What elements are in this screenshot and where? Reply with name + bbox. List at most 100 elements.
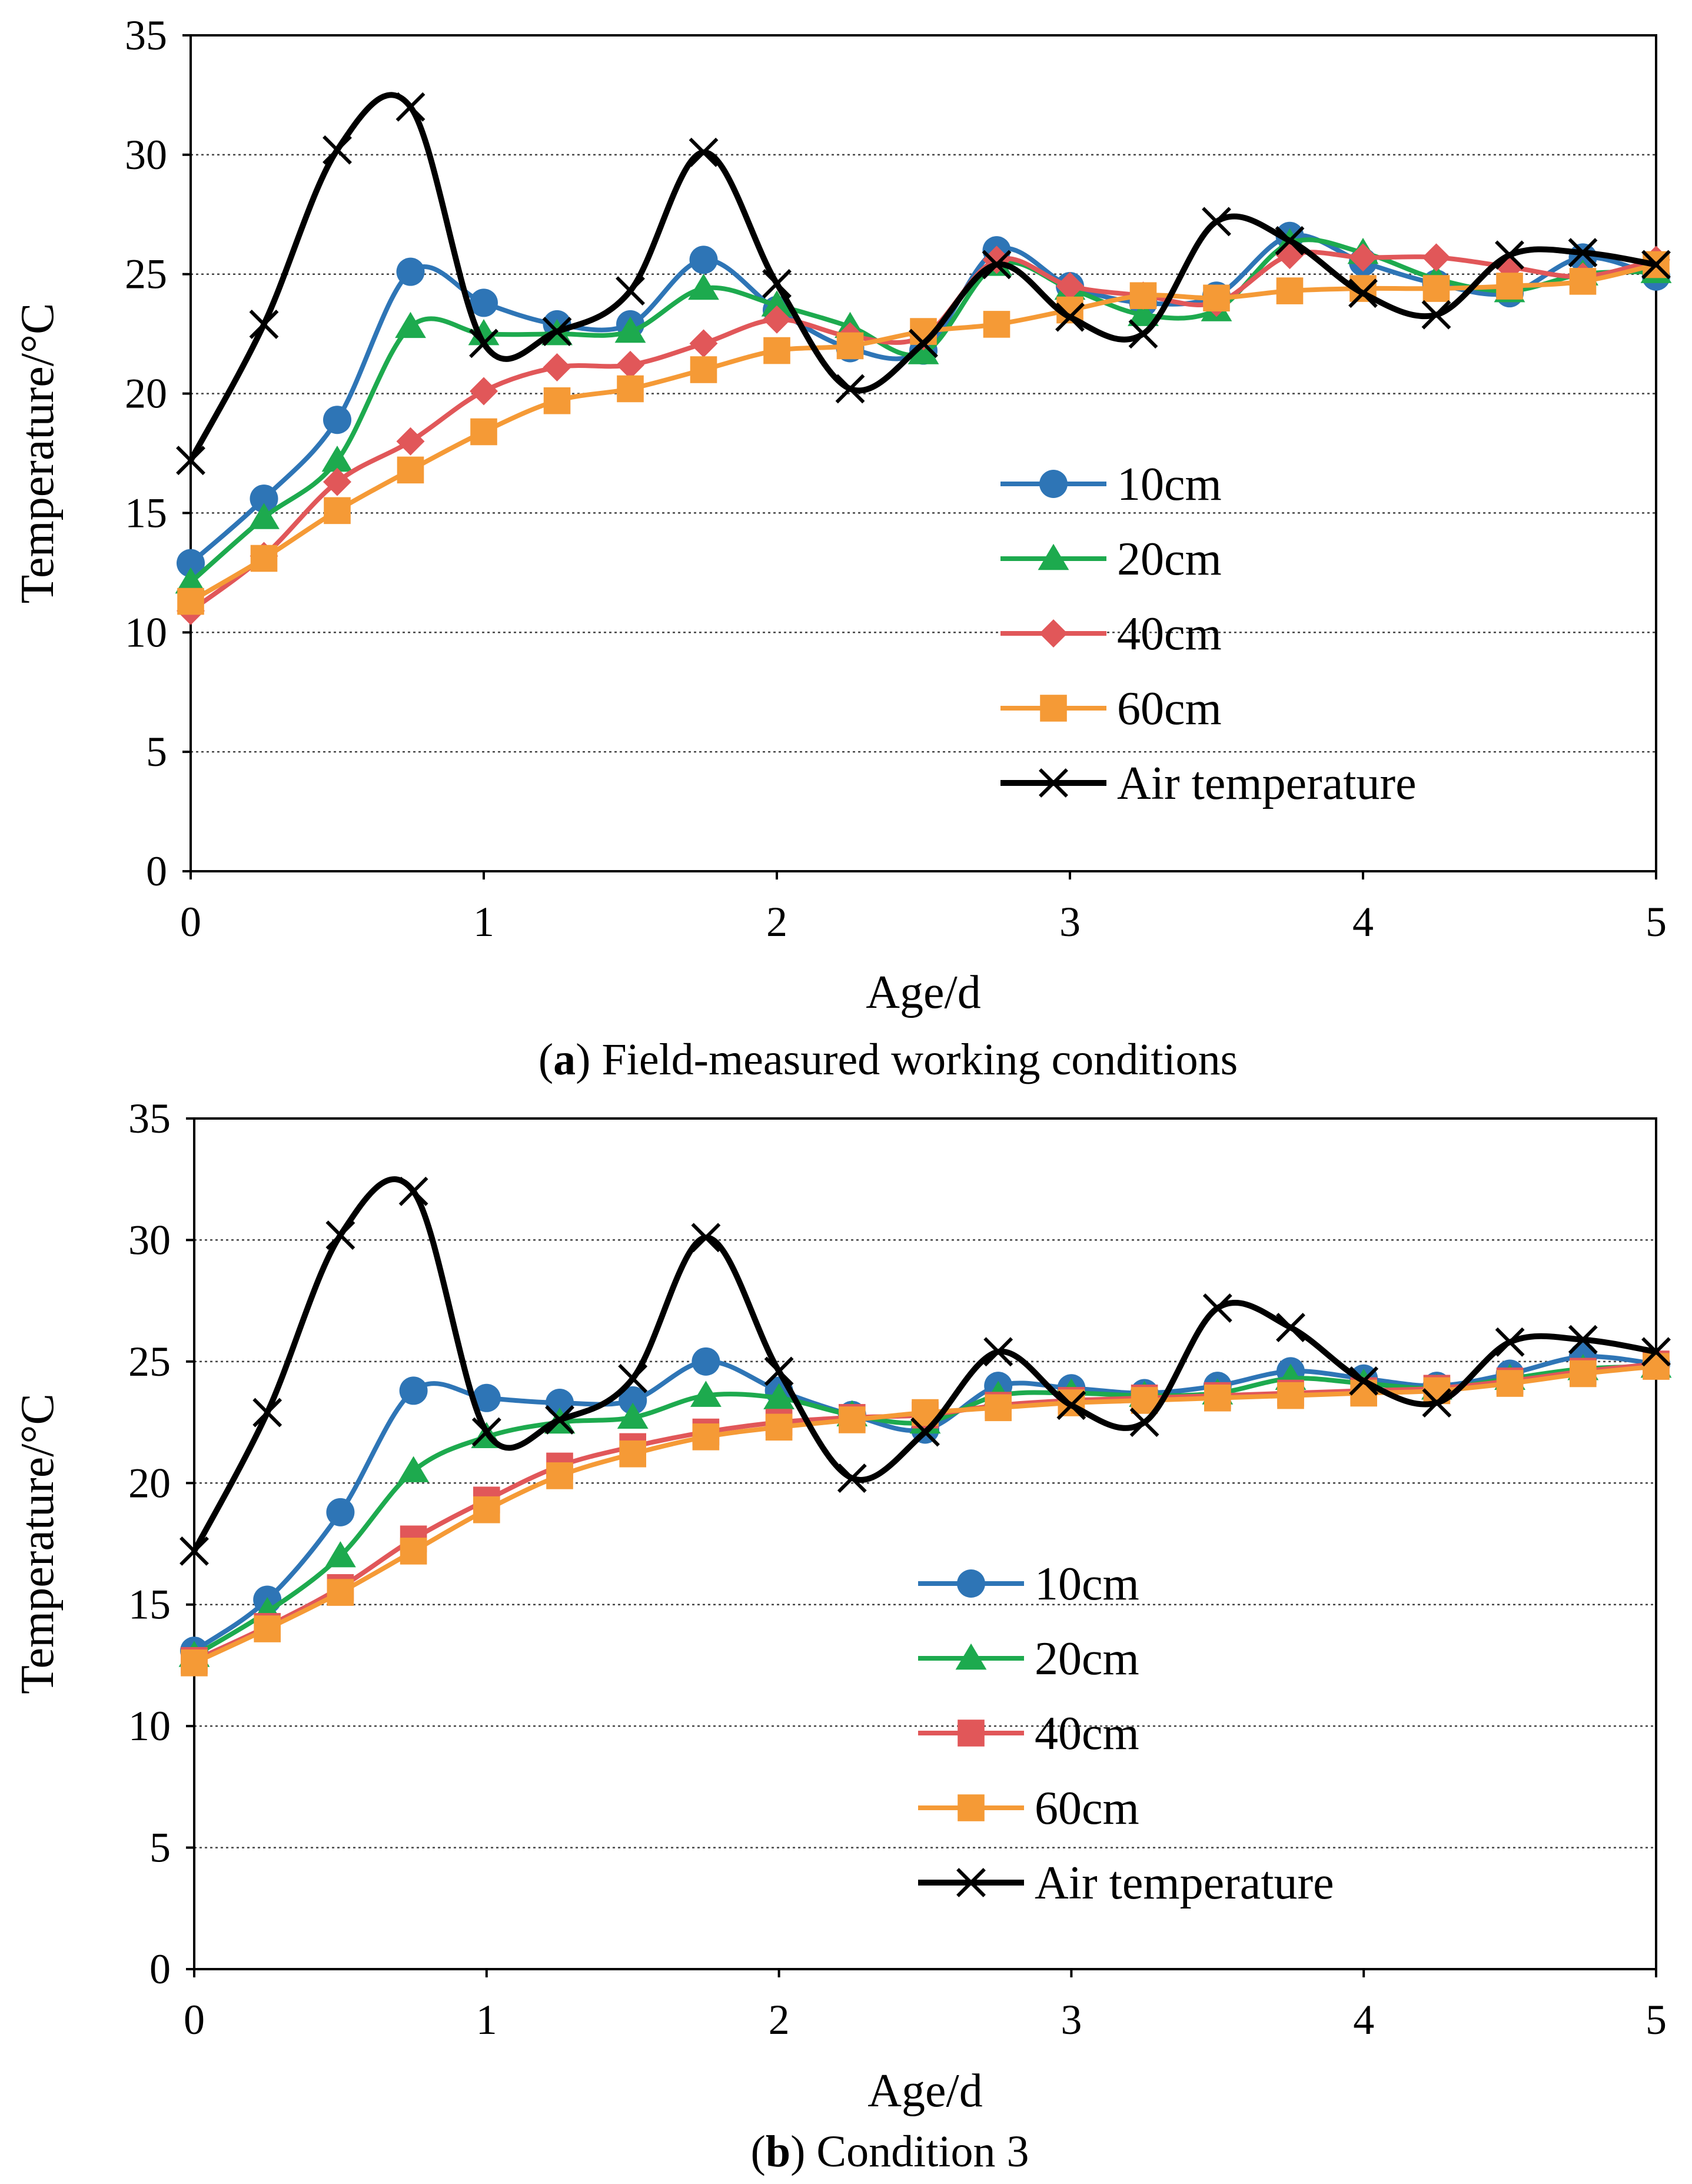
data-point [763,305,791,334]
x-tick-label: 5 [1646,1996,1667,2043]
data-point [1496,273,1523,300]
data-point [254,1615,281,1642]
data-point [1055,302,1085,332]
y-tick-label: 10 [125,609,167,656]
data-point [762,269,792,298]
y-tick-label: 0 [149,1946,171,1993]
data-point [910,1417,940,1447]
y-tick-label: 15 [125,489,167,536]
x-axis-title: Age/d [867,2065,983,2117]
legend-label: 40cm [1035,1708,1139,1760]
y-axis-title: Temperature/°C [12,1393,64,1694]
data-point [690,1380,722,1407]
data-point [1202,207,1231,237]
data-point [321,445,353,472]
data-point [250,484,278,513]
data-point [396,427,425,456]
y-tick-label: 25 [125,251,167,298]
data-point [616,350,644,379]
x-tick-label: 0 [184,1996,205,2043]
data-point [689,329,718,358]
data-point [468,318,500,346]
legend-item: 40cm [1000,608,1222,660]
data-point [1422,275,1450,302]
x-tick-label: 2 [766,898,787,945]
data-point [400,1538,427,1565]
data-point [473,1496,500,1524]
data-point [325,1541,356,1568]
data-point [837,1463,867,1493]
data-point [1056,1390,1086,1420]
data-point [470,377,498,406]
data-point [616,276,645,306]
data-point [1129,1408,1159,1437]
legend-item: 20cm [1000,533,1222,585]
legend-label: 60cm [1117,683,1222,735]
data-point [908,338,939,364]
data-point [177,588,204,615]
legend-label: 20cm [1035,1633,1139,1685]
legend-label: 40cm [1117,608,1222,660]
data-point [1275,225,1305,255]
data-point [1204,1384,1231,1412]
legend-label: 10cm [1117,459,1222,510]
chart-panel-a: 0 5 10 15 20 25 30 35 0 1 2 3 4 5 Age/d Temperature/°C 1… [12,12,1672,1084]
data-point [252,1398,282,1428]
data-point [542,317,572,347]
data-point [983,311,1010,338]
data-point [761,290,793,317]
data-point [396,257,425,286]
y-tick-label: 5 [149,1824,171,1871]
data-point [1348,278,1378,308]
legend-marker [955,1643,987,1670]
data-point [326,1498,355,1526]
data-point [839,1406,866,1433]
data-point [764,1356,794,1386]
legend: 10cm 20cm 40cm 60cm Air temperature [918,1558,1334,1909]
legend-label: 20cm [1117,533,1222,585]
data-point [688,273,719,300]
data-point [545,1405,574,1435]
data-point [1421,300,1451,330]
x-tick-label: 1 [473,898,494,945]
data-point [248,503,280,529]
data-point [617,375,644,403]
data-point [546,1462,573,1489]
y-tick-label: 5 [146,728,167,775]
data-point [1570,1360,1597,1388]
x-tick-label: 3 [1059,898,1081,945]
x-tick-label: 3 [1061,1996,1082,2043]
legend-item: 10cm [1000,459,1222,510]
series-60cm [177,251,1670,615]
y-tick-label: 25 [128,1338,171,1385]
y-axis-title: Temperature/°C [12,303,64,604]
legend-marker [1039,619,1068,648]
data-point [1349,1366,1379,1396]
data-point [398,1176,428,1206]
data-point [985,1394,1012,1422]
data-point [1496,1370,1524,1397]
legend-marker [1039,768,1068,798]
legend-label: 60cm [1035,1783,1139,1834]
legend-marker [957,1569,985,1598]
data-point [690,356,717,383]
legend-item: Air temperature [918,1857,1334,1909]
data-point [1203,284,1230,312]
plot-frame [190,34,1657,872]
y-tick-label: 35 [125,12,167,59]
data-point [763,1383,795,1409]
data-point [1277,1382,1304,1409]
data-point [399,1376,428,1405]
data-point [619,1386,647,1415]
data-point [1276,277,1304,304]
data-point [249,309,279,339]
data-point [765,1413,793,1441]
y-tick-label: 30 [128,1216,171,1263]
data-point [470,418,497,446]
legend-marker [1040,695,1067,722]
data-point [1569,268,1597,295]
data-point [1495,1327,1525,1357]
data-point [763,337,790,364]
data-point [982,250,1012,280]
